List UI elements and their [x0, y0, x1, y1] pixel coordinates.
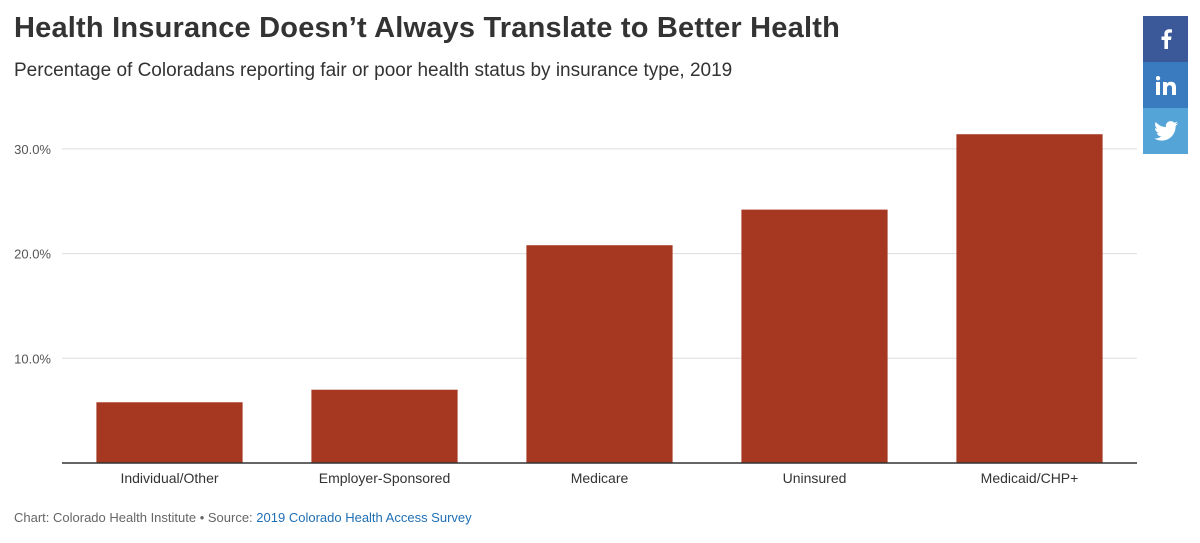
facebook-share-button[interactable]	[1143, 16, 1188, 62]
chart-title: Health Insurance Doesn’t Always Translat…	[14, 12, 840, 44]
chart-footer: Chart: Colorado Health Institute • Sourc…	[14, 510, 472, 525]
linkedin-share-button[interactable]	[1143, 62, 1188, 108]
linkedin-icon	[1155, 75, 1176, 95]
y-tick-label: 20.0%	[14, 247, 51, 262]
bar-medicaid-chp[interactable]	[956, 134, 1103, 464]
source-link[interactable]: 2019 Colorado Health Access Survey	[256, 510, 472, 525]
facebook-icon	[1161, 29, 1172, 49]
bar-individual-other[interactable]	[96, 402, 243, 463]
twitter-icon	[1153, 121, 1178, 141]
x-tick-label: Medicaid/CHP+	[981, 470, 1079, 486]
x-tick-label: Medicare	[571, 470, 629, 486]
bar-medicare[interactable]	[526, 245, 673, 463]
bar-employer-sponsored[interactable]	[311, 389, 458, 463]
twitter-share-button[interactable]	[1143, 108, 1188, 154]
x-tick-label: Employer-Sponsored	[319, 470, 451, 486]
bar-uninsured[interactable]	[741, 209, 888, 463]
x-tick-label: Individual/Other	[120, 470, 218, 486]
share-bar	[1143, 16, 1188, 154]
y-tick-label: 10.0%	[14, 351, 51, 366]
chart-credit: Chart: Colorado Health Institute • Sourc…	[14, 510, 257, 525]
bar-chart: 10.0% 20.0% 30.0% Individual/Other Employer-…	[14, 134, 1137, 486]
chart-subtitle: Percentage of Coloradans reporting fair …	[14, 60, 733, 81]
x-tick-label: Uninsured	[783, 470, 847, 486]
y-tick-label: 30.0%	[14, 142, 51, 157]
